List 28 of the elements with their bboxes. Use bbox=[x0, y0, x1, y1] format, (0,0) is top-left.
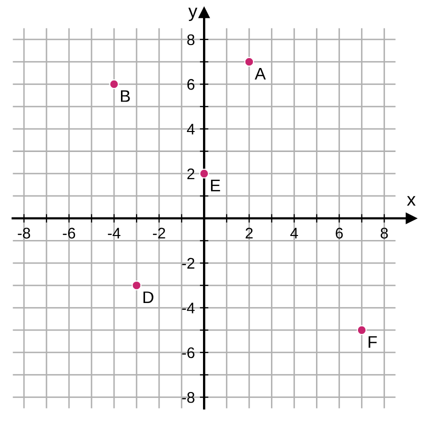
point bbox=[199, 168, 210, 179]
x-tick-label: 6 bbox=[336, 228, 343, 239]
annotation: A bbox=[254, 68, 266, 80]
annotation: B bbox=[120, 90, 130, 102]
point bbox=[109, 79, 119, 90]
x-tick-label: -4 bbox=[108, 228, 120, 238]
annotation: E bbox=[211, 180, 220, 192]
y-tick-label: 2 bbox=[187, 168, 194, 180]
x-tick-label: 8 bbox=[380, 228, 388, 239]
x-tick-label: -6 bbox=[62, 228, 76, 239]
y-tick-label: -6 bbox=[182, 347, 194, 358]
point bbox=[356, 325, 367, 336]
annotation: F bbox=[368, 336, 377, 348]
y-tick-label: -8 bbox=[182, 392, 194, 403]
x-tick-label: -8 bbox=[18, 228, 30, 239]
y-tick-label: 4 bbox=[186, 124, 195, 134]
annotation: D bbox=[143, 292, 154, 304]
point bbox=[132, 280, 142, 290]
x-axis-title: x bbox=[406, 196, 416, 206]
x-tick-label: 2 bbox=[246, 228, 253, 238]
y-tick-label: 8 bbox=[187, 34, 194, 46]
point bbox=[244, 56, 254, 67]
y-tick-label: 6 bbox=[187, 79, 194, 90]
x-tick-label: -2 bbox=[152, 228, 166, 238]
x-tick-label: 4 bbox=[290, 228, 298, 238]
y-axis-title: y bbox=[188, 8, 198, 22]
y-tick-label: -4 bbox=[182, 302, 195, 314]
y-tick-label: -2 bbox=[182, 258, 194, 269]
